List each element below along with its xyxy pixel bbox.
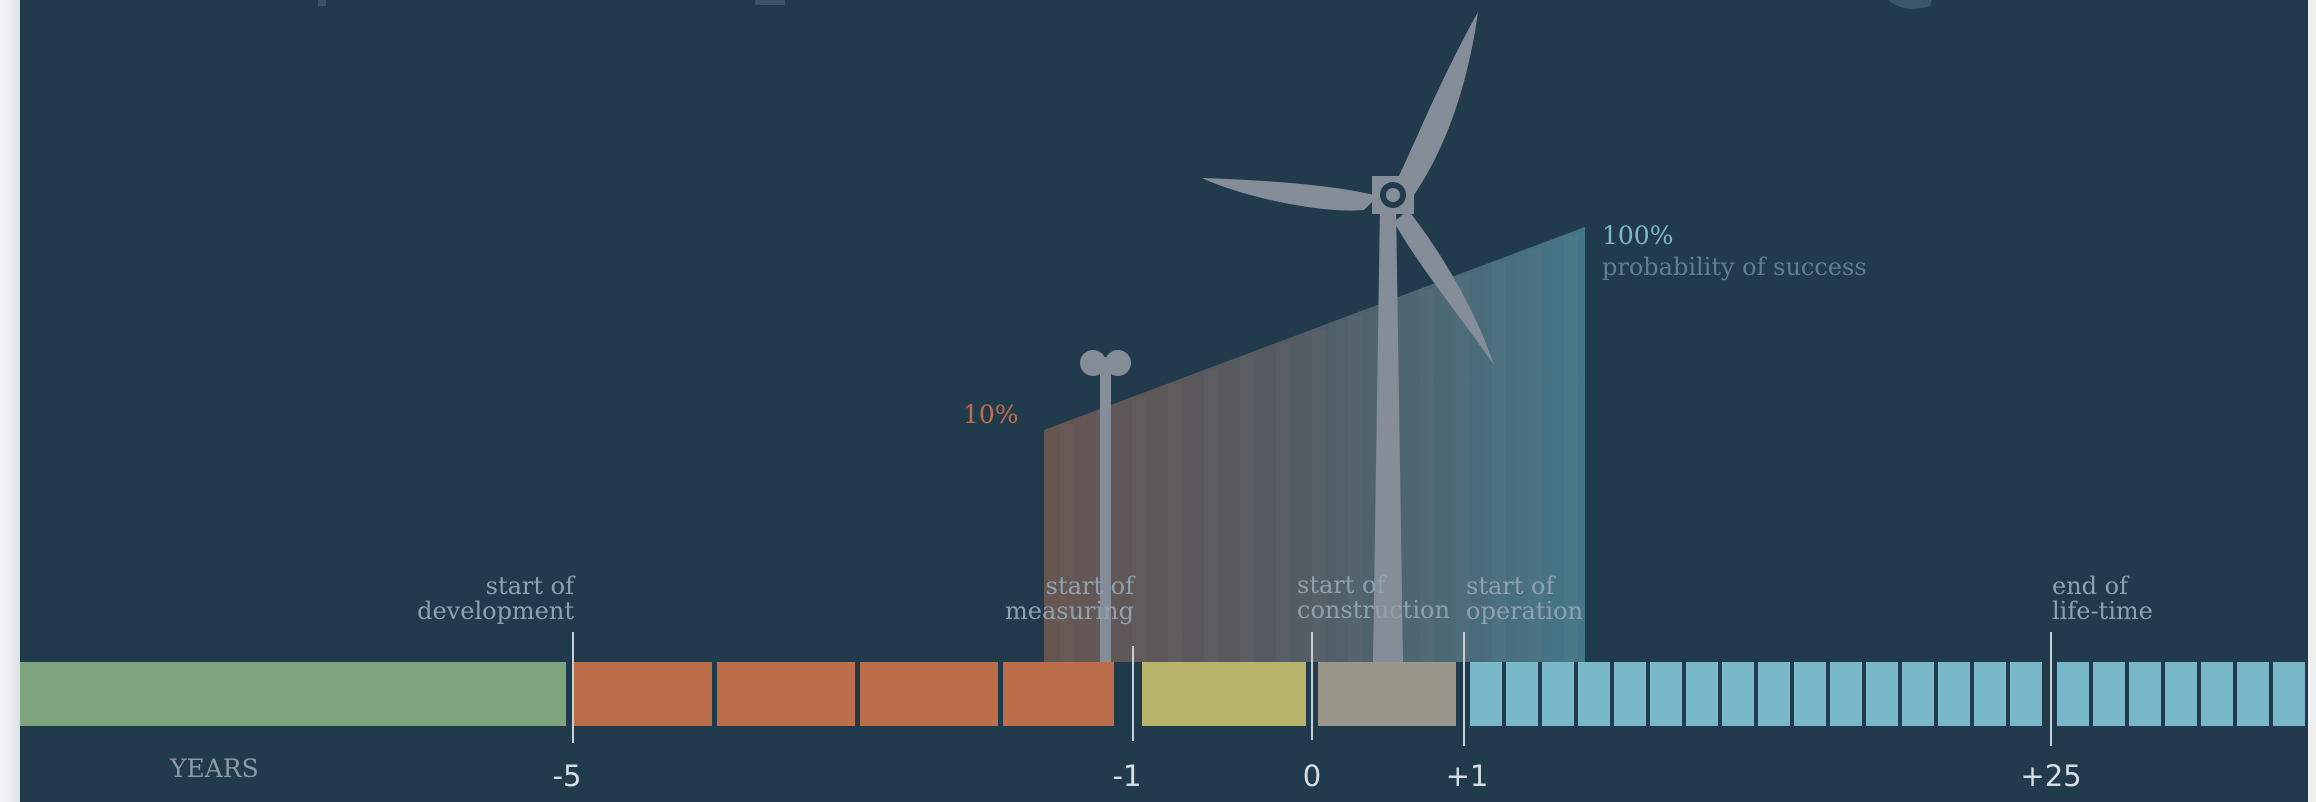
- milestone-construction-line2: construction: [1297, 596, 1450, 624]
- probability-stripe: [1276, 343, 1290, 662]
- probability-low-value: 10%: [963, 400, 1019, 429]
- left-margin: [0, 0, 20, 802]
- development-year-block: [574, 662, 712, 726]
- operation-year-block: [2165, 662, 2197, 726]
- operation-year-block: [1866, 662, 1898, 726]
- milestone-lifetime: end of life-time: [2050, 572, 2153, 746]
- operation-year-block: [2129, 662, 2161, 726]
- operation-year-block: [1902, 662, 1934, 726]
- development-year-block: [1003, 662, 1114, 726]
- operation-year-block: [1794, 662, 1826, 726]
- operation-year-block: [1758, 662, 1790, 726]
- development-year-block: [717, 662, 855, 726]
- operation-year-block: [1506, 662, 1538, 726]
- operation-year-block: [1614, 662, 1646, 726]
- operation-year-block: [1974, 662, 2006, 726]
- timeline-bar: [20, 662, 2305, 726]
- milestone-lifetime-line2: life-time: [2052, 597, 2153, 625]
- milestone-development-line1: start of: [486, 572, 576, 600]
- operation-year-block: [1650, 662, 1682, 726]
- development-years: [574, 662, 1114, 726]
- development-segment: [20, 662, 566, 726]
- milestone-operation-line1: start of: [1466, 572, 1556, 600]
- title-fragment: [318, 0, 785, 6]
- operation-years: [1470, 662, 2305, 726]
- milestone-construction-line1: start of: [1297, 571, 1387, 599]
- operation-year-block: [2237, 662, 2269, 726]
- milestone-development-line2: development: [417, 597, 574, 625]
- operation-year-block: [2057, 662, 2089, 726]
- operation-year-block: [1722, 662, 1754, 726]
- operation-year-block: [2010, 662, 2042, 726]
- probability-stripe: [1240, 356, 1254, 662]
- development-year-block: [860, 662, 998, 726]
- operation-year-block: [2273, 662, 2305, 726]
- milestone-construction: start of construction: [1297, 571, 1450, 740]
- probability-area: [1044, 227, 1585, 662]
- operation-year-block: [2093, 662, 2125, 726]
- probability-high-value: 100%: [1602, 221, 1673, 250]
- operation-year-block: [1830, 662, 1862, 726]
- tick-label-plus25: +25: [2020, 759, 2081, 793]
- probability-stripe: [1060, 424, 1074, 662]
- milestone-measuring-line1: start of: [1046, 572, 1136, 600]
- axis-label: YEARS: [169, 754, 259, 783]
- anemometer-icon: [1080, 350, 1131, 662]
- operation-year-block: [1686, 662, 1718, 726]
- operation-year-block: [1938, 662, 1970, 726]
- wind-turbine-icon: [1202, 12, 1494, 662]
- probability-stripe: [1168, 383, 1182, 662]
- milestone-operation: start of operation: [1463, 572, 1583, 746]
- operation-year-block: [2201, 662, 2233, 726]
- logo-fragment-icon: [1888, 0, 1932, 9]
- operation-year-block: [1542, 662, 1574, 726]
- milestone-operation-line2: operation: [1466, 597, 1583, 625]
- tick-label-zero: 0: [1303, 759, 1321, 793]
- tick-label-minus1: -1: [1113, 759, 1142, 793]
- milestone-measuring-line2: measuring: [1005, 597, 1134, 625]
- timeline-diagram: start of development start of measuring …: [20, 0, 2305, 793]
- construction-year-segment: [1318, 662, 1456, 726]
- milestone-measuring: start of measuring: [1005, 572, 1136, 741]
- tick-label-plus1: +1: [1446, 759, 1489, 793]
- milestone-lifetime-line1: end of: [2052, 572, 2130, 600]
- timeline-panel: start of development start of measuring …: [20, 0, 2308, 802]
- probability-stripe: [1132, 397, 1146, 662]
- operation-year-block: [1470, 662, 1502, 726]
- milestone-development: start of development: [417, 572, 576, 743]
- measuring-year-segment: [1142, 662, 1306, 726]
- tick-label-minus5: -5: [553, 759, 582, 793]
- probability-stripe: [1204, 370, 1218, 662]
- operation-year-block: [1578, 662, 1610, 726]
- probability-caption: probability of success: [1602, 253, 1867, 281]
- right-margin: [2308, 0, 2316, 802]
